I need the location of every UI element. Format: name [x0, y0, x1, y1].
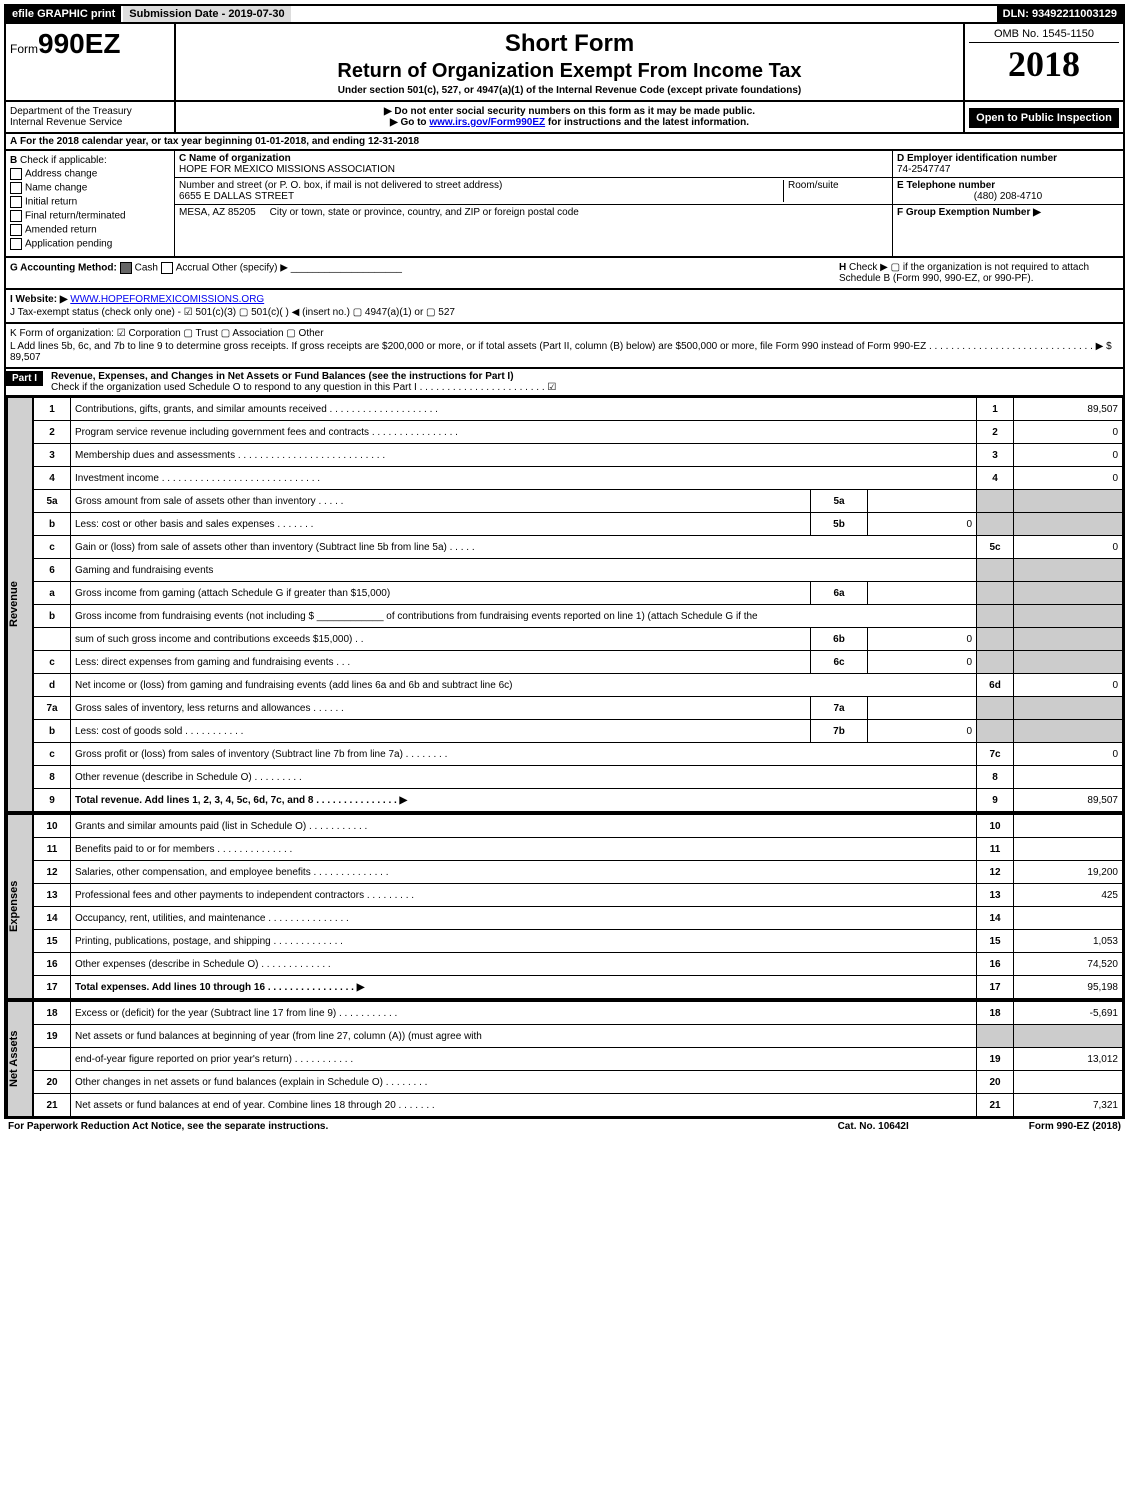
dln: DLN: 93492211003129	[997, 6, 1123, 22]
g-label: G Accounting Method:	[10, 263, 117, 274]
paperwork-notice: For Paperwork Reduction Act Notice, see …	[8, 1121, 328, 1132]
efile-print-button[interactable]: efile GRAPHIC print	[6, 6, 123, 22]
line-a-mid: , and ending	[306, 136, 368, 147]
submission-date: Submission Date - 2019-07-30	[123, 6, 290, 22]
netassets-sidebar: Net Assets	[6, 1001, 33, 1117]
city-label: City or town, state or province, country…	[270, 207, 579, 218]
org-address: 6655 E DALLAS STREET	[179, 191, 294, 202]
chk-amended[interactable]: Amended return	[10, 224, 170, 236]
ein: 74-2547747	[897, 164, 950, 175]
short-form-title: Short Form	[180, 30, 959, 58]
gh-row: G Accounting Method: Cash Accrual Other …	[4, 258, 1125, 290]
room-label: Room/suite	[788, 180, 839, 191]
goto-pre: ▶ Go to	[390, 117, 429, 128]
omb-number: OMB No. 1545-1150	[969, 28, 1119, 43]
irs: Internal Revenue Service	[10, 117, 170, 128]
revenue-section: Revenue 1Contributions, gifts, grants, a…	[4, 397, 1125, 814]
org-city: MESA, AZ 85205	[179, 207, 256, 218]
form-ref: Form 990-EZ (2018)	[1029, 1121, 1121, 1132]
netassets-section: Net Assets 18Excess or (deficit) for the…	[4, 1001, 1125, 1119]
goto-line: ▶ Go to www.irs.gov/Form990EZ for instru…	[180, 117, 959, 128]
other-label: Other (specify) ▶	[212, 263, 288, 274]
form-number: Form990EZ	[10, 28, 170, 60]
website-link[interactable]: WWW.HOPEFORMEXICOMISSIONS.ORG	[70, 294, 264, 305]
main-title: Return of Organization Exempt From Incom…	[180, 60, 959, 83]
part1-check: Check if the organization used Schedule …	[51, 382, 556, 393]
open-to-public: Open to Public Inspection	[969, 108, 1119, 128]
tax-year: 2018	[969, 43, 1119, 85]
ijkl-block: I Website: ▶ WWW.HOPEFORMEXICOMISSIONS.O…	[4, 290, 1125, 324]
chk-accrual[interactable]	[161, 262, 173, 274]
subtitle: Under section 501(c), 527, or 4947(a)(1)…	[180, 85, 959, 96]
ssn-warning: ▶ Do not enter social security numbers o…	[180, 106, 959, 117]
dept-treasury: Department of the Treasury	[10, 106, 170, 117]
form-header: Form990EZ Short Form Return of Organizat…	[4, 24, 1125, 102]
i-label: I Website: ▶	[10, 294, 68, 305]
chk-final-return[interactable]: Final return/terminated	[10, 210, 170, 222]
cat-no: Cat. No. 10642I	[838, 1121, 909, 1132]
chk-cash[interactable]	[120, 262, 132, 274]
chk-name-change[interactable]: Name change	[10, 182, 170, 194]
form-prefix: Form	[10, 42, 38, 56]
f-label: F Group Exemption Number ▶	[897, 207, 1041, 218]
chk-address-change[interactable]: Address change	[10, 168, 170, 180]
part1-header: Part I Revenue, Expenses, and Changes in…	[4, 369, 1125, 397]
l-line: L Add lines 5b, 6c, and 7b to line 9 to …	[10, 341, 1119, 363]
cash-label: Cash	[135, 263, 158, 274]
form-no: 990EZ	[38, 28, 121, 59]
period-end: 12-31-2018	[368, 136, 419, 147]
part1-label: Part I	[6, 371, 43, 386]
addr-label: Number and street (or P. O. box, if mail…	[179, 180, 502, 191]
c-label: C Name of organization	[179, 153, 291, 164]
d-label: D Employer identification number	[897, 153, 1057, 164]
chk-initial-return[interactable]: Initial return	[10, 196, 170, 208]
period-begin: 01-01-2018	[255, 136, 306, 147]
expenses-table: 10Grants and similar amounts paid (list …	[33, 814, 1123, 999]
accrual-label: Accrual	[176, 263, 209, 274]
b-label: Check if applicable:	[20, 155, 107, 166]
netassets-table: 18Excess or (deficit) for the year (Subt…	[33, 1001, 1123, 1117]
part1-title: Revenue, Expenses, and Changes in Net As…	[51, 371, 514, 382]
org-name: HOPE FOR MEXICO MISSIONS ASSOCIATION	[179, 164, 395, 175]
irs-link[interactable]: www.irs.gov/Form990EZ	[429, 117, 545, 128]
e-label: E Telephone number	[897, 180, 995, 191]
entity-block: B Check if applicable: Address change Na…	[4, 151, 1125, 258]
h-text: Check ▶ ▢ if the organization is not req…	[839, 262, 1089, 284]
phone: (480) 208-4710	[897, 191, 1119, 202]
revenue-sidebar: Revenue	[6, 397, 33, 812]
top-bar: efile GRAPHIC print Submission Date - 20…	[4, 4, 1125, 24]
expenses-section: Expenses 10Grants and similar amounts pa…	[4, 814, 1125, 1001]
chk-app-pending[interactable]: Application pending	[10, 238, 170, 250]
expenses-sidebar: Expenses	[6, 814, 33, 999]
line-a-pre: For the 2018 calendar year, or tax year …	[20, 136, 255, 147]
j-line: J Tax-exempt status (check only one) - ☑…	[10, 307, 1119, 318]
k-line: K Form of organization: ☑ Corporation ▢ …	[10, 328, 1119, 339]
revenue-table: 1Contributions, gifts, grants, and simil…	[33, 397, 1123, 812]
goto-post: for instructions and the latest informat…	[545, 117, 749, 128]
sub-header: Department of the Treasury Internal Reve…	[4, 102, 1125, 134]
page-footer: For Paperwork Reduction Act Notice, see …	[4, 1119, 1125, 1134]
